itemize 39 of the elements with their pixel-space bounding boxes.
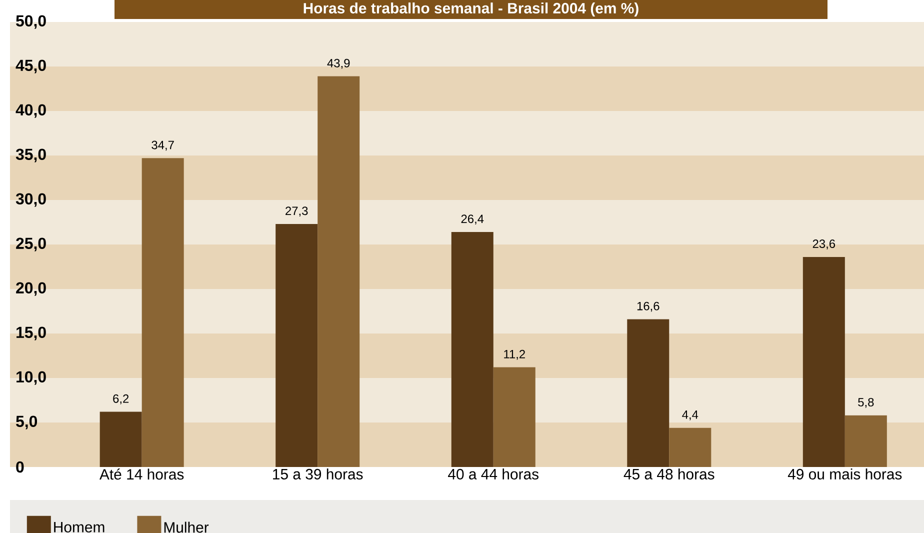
bar [493,367,536,467]
y-tick-label: 0 [16,461,24,473]
data-label: 5,8 [858,398,874,408]
data-label: 26,4 [461,214,484,225]
bar [318,76,360,467]
chart-title: Horas de trabalho semanal - Brasil 2004 (em %) [304,2,638,16]
data-label: 4,4 [682,410,698,420]
bar [669,428,712,467]
bar [627,319,670,467]
bar [802,256,845,467]
y-tick-label: 25,0 [16,238,46,252]
x-tick-label: 49 ou mais horas [788,468,902,480]
bar [100,412,142,467]
bar [451,232,494,467]
legend-label: Homem [54,522,104,532]
x-tick-label: 45 a 48 horas [624,468,714,480]
bar [276,224,318,467]
bar [844,415,887,467]
x-tick-label: Até 14 horas [100,468,184,480]
y-tick-label: 5,0 [16,416,38,430]
data-label: 23,6 [812,240,836,250]
y-tick-label: 30,0 [16,193,46,207]
data-label: 34,7 [152,140,174,151]
y-tick-label: 15,0 [16,326,46,340]
data-label: 43,9 [327,58,350,69]
data-label: 6,2 [113,394,129,404]
data-label: 16,6 [637,302,660,312]
x-tick-label: 40 a 44 horas [448,468,538,480]
y-tick-label: 45,0 [16,60,46,74]
bar [142,158,184,467]
legend-label: Mulher [164,522,209,533]
y-tick-label: 40,0 [16,104,46,118]
y-tick-label: 20,0 [16,282,46,296]
data-label: 27,3 [286,206,308,216]
y-tick-label: 50,0 [16,15,46,29]
x-tick-label: 15 a 39 horas [273,468,363,480]
data-label: 11,2 [504,350,525,360]
y-tick-label: 10,0 [16,371,46,385]
y-tick-label: 35,0 [16,148,46,162]
